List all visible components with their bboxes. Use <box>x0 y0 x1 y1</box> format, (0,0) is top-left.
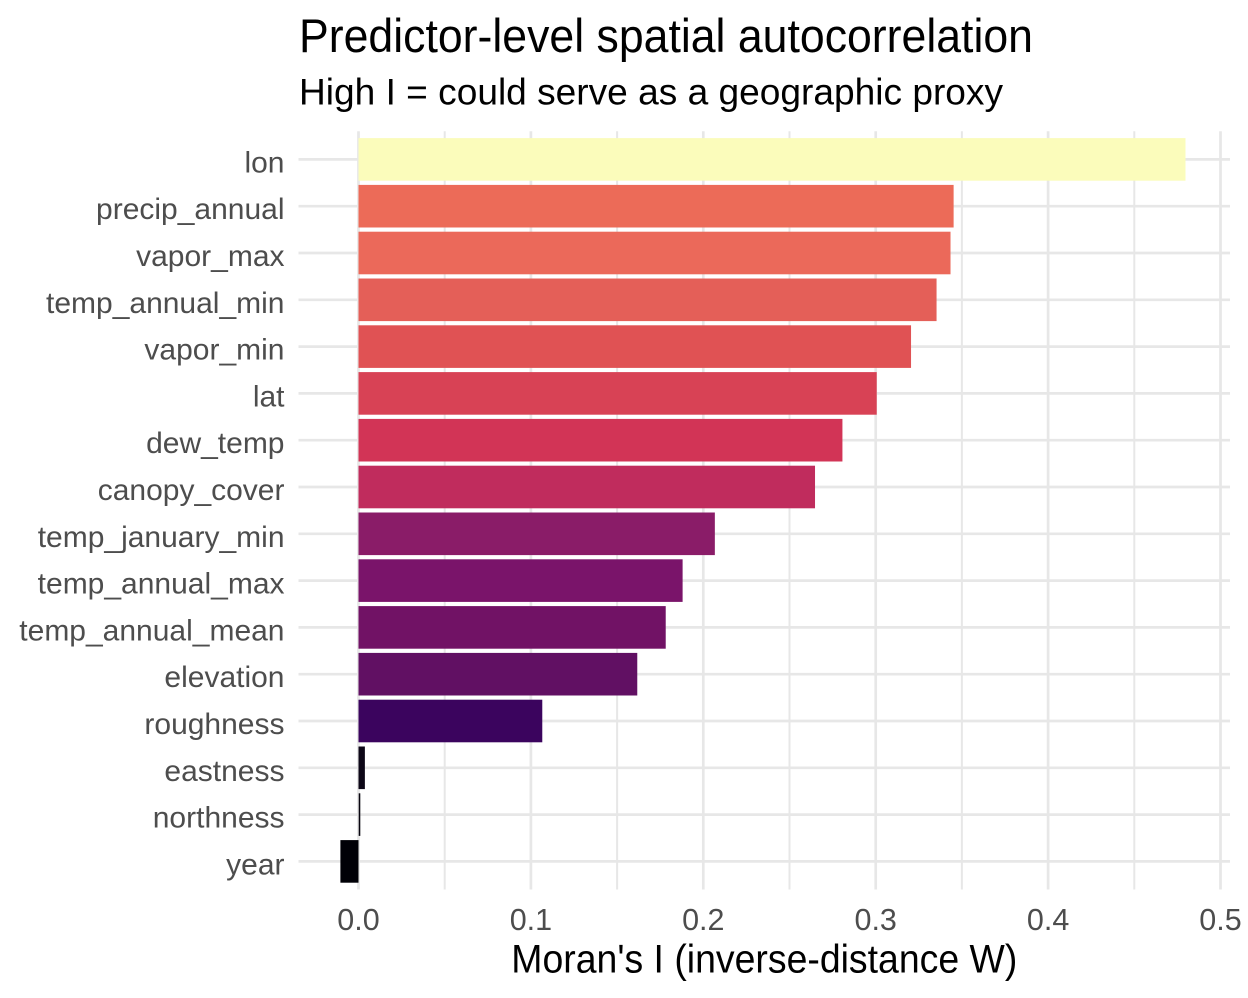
svg-text:dew_temp: dew_temp <box>146 427 284 460</box>
svg-text:northness: northness <box>153 802 285 835</box>
svg-text:Predictor-level spatial autoco: Predictor-level spatial autocorrelation <box>299 10 1033 63</box>
svg-text:0.3: 0.3 <box>854 903 896 937</box>
svg-text:roughness: roughness <box>144 708 284 741</box>
svg-text:Moran's I (inverse-distance W): Moran's I (inverse-distance W) <box>511 938 1017 982</box>
svg-text:High I = could serve as a geog: High I = could serve as a geographic pro… <box>299 71 1003 113</box>
svg-text:eastness: eastness <box>164 755 284 788</box>
svg-text:0.5: 0.5 <box>1199 903 1241 937</box>
svg-text:lon: lon <box>244 146 284 179</box>
svg-text:temp_annual_mean: temp_annual_mean <box>19 614 284 647</box>
svg-text:vapor_min: vapor_min <box>144 334 284 367</box>
svg-text:vapor_max: vapor_max <box>136 240 284 273</box>
svg-text:elevation: elevation <box>164 661 284 694</box>
svg-text:temp_january_min: temp_january_min <box>38 521 285 554</box>
svg-text:canopy_cover: canopy_cover <box>98 474 285 507</box>
svg-text:temp_annual_max: temp_annual_max <box>38 568 285 601</box>
svg-text:0.1: 0.1 <box>510 903 552 937</box>
svg-text:temp_annual_min: temp_annual_min <box>46 287 285 320</box>
svg-text:lat: lat <box>253 380 285 413</box>
svg-text:0.4: 0.4 <box>1027 903 1069 937</box>
svg-text:precip_annual: precip_annual <box>96 193 284 226</box>
svg-text:year: year <box>226 848 284 881</box>
svg-text:0.0: 0.0 <box>337 903 379 937</box>
svg-text:0.2: 0.2 <box>682 903 724 937</box>
